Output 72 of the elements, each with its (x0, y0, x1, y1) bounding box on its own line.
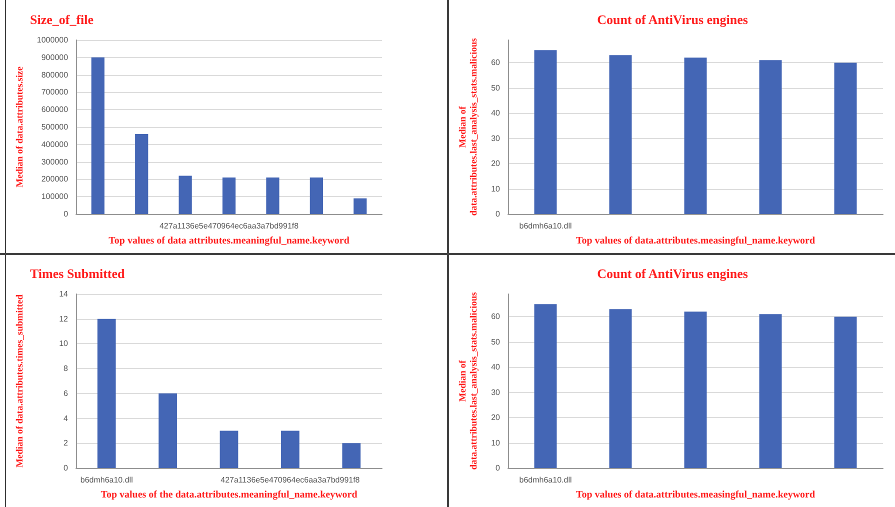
bar (684, 58, 707, 214)
chart-title: Times Submitted (30, 266, 126, 281)
bar (178, 176, 192, 214)
y-tick-label: 800000 (41, 70, 69, 80)
y-tick-label: 50 (491, 83, 501, 92)
bar (281, 430, 300, 468)
y-tick-label: 40 (491, 108, 501, 118)
bar (759, 314, 782, 468)
y-tick-label: 50 (491, 337, 501, 346)
y-tick-label: 500000 (41, 122, 69, 132)
y-tick-label: 20 (491, 413, 501, 422)
chart-title: Count of AntiVirus engines (597, 266, 748, 281)
bar (609, 55, 632, 214)
y-tick-label: 600000 (41, 105, 69, 114)
bar (534, 304, 557, 468)
y-tick-label: 1000000 (36, 36, 69, 44)
y-tick-label: 200000 (41, 174, 69, 184)
y-tick-label: 60 (491, 58, 501, 68)
bar (534, 50, 557, 214)
y-tick-label: 400000 (41, 140, 69, 149)
x-axis-title: Top values of the data.attributes.meaningful_name.keyword (100, 490, 358, 500)
bar (354, 198, 367, 214)
x-axis-title: Top values of data.attributes.measingful_name.keyword (576, 236, 816, 246)
bar (834, 316, 857, 468)
y-tick-label: 30 (491, 134, 501, 143)
bar (609, 309, 632, 468)
y-axis-title: Median of data.attributes.last_analysis_stats.malicious (458, 292, 480, 470)
y-tick-label: 300000 (41, 157, 69, 166)
bar (158, 393, 177, 468)
bar (266, 177, 280, 214)
y-tick-label: 10 (59, 339, 69, 348)
y-tick-label: 20 (491, 159, 501, 168)
x-tick-label: 427a1136e5e470964ec6aa3a7bd991f8 (220, 476, 360, 484)
x-tick-label: b6dmh6a10.dll (519, 222, 572, 230)
y-tick-label: 8 (64, 364, 69, 374)
y-tick-label: 6 (64, 388, 69, 398)
x-axis-title: Top values of data.attributes.measingful_name.keyword (576, 490, 816, 500)
x-tick-label: b6dmh6a10.dll (80, 476, 134, 484)
y-tick-label: 40 (491, 362, 501, 372)
y-tick-label: 700000 (41, 88, 69, 97)
y-axis-title: Median of data.attributes.last_analysis_stats.malicious (458, 38, 480, 216)
bar (135, 134, 148, 214)
y-tick-label: 14 (59, 290, 69, 298)
y-tick-label: 100000 (41, 192, 69, 202)
bar (834, 62, 857, 214)
bar (759, 60, 782, 214)
y-tick-label: 0 (64, 210, 69, 218)
y-axis-title: Median of data.attributes.size (16, 66, 26, 188)
bar (220, 430, 238, 468)
bar (310, 177, 323, 214)
y-axis-title: Median of data.attributes.times_submitted (16, 294, 26, 468)
bar (91, 57, 104, 214)
x-tick-label: b6dmh6a10.dll (519, 476, 572, 484)
x-axis-title: Top values of data attributes.meaningful_name.keyword (108, 236, 350, 246)
y-tick-label: 0 (496, 210, 501, 218)
y-tick-label: 30 (491, 388, 501, 397)
y-tick-label: 0 (496, 464, 501, 472)
bar (222, 177, 236, 214)
chart-title: Count of AntiVirus engines (597, 12, 748, 27)
x-tick-label: 427a1136e5e470964ec6aa3a7bd991f8 (159, 222, 300, 230)
y-tick-label: 60 (491, 312, 501, 322)
bar (684, 312, 707, 468)
bar (342, 443, 361, 468)
y-tick-label: 10 (491, 184, 501, 194)
chart-title: Size_of_file (30, 12, 94, 27)
bar (97, 318, 116, 468)
y-tick-label: 12 (59, 314, 69, 324)
y-tick-label: 2 (64, 438, 69, 448)
y-tick-label: 4 (64, 414, 69, 423)
y-tick-label: 900000 (41, 52, 69, 62)
y-tick-label: 10 (491, 438, 501, 448)
y-tick-label: 0 (64, 464, 69, 472)
